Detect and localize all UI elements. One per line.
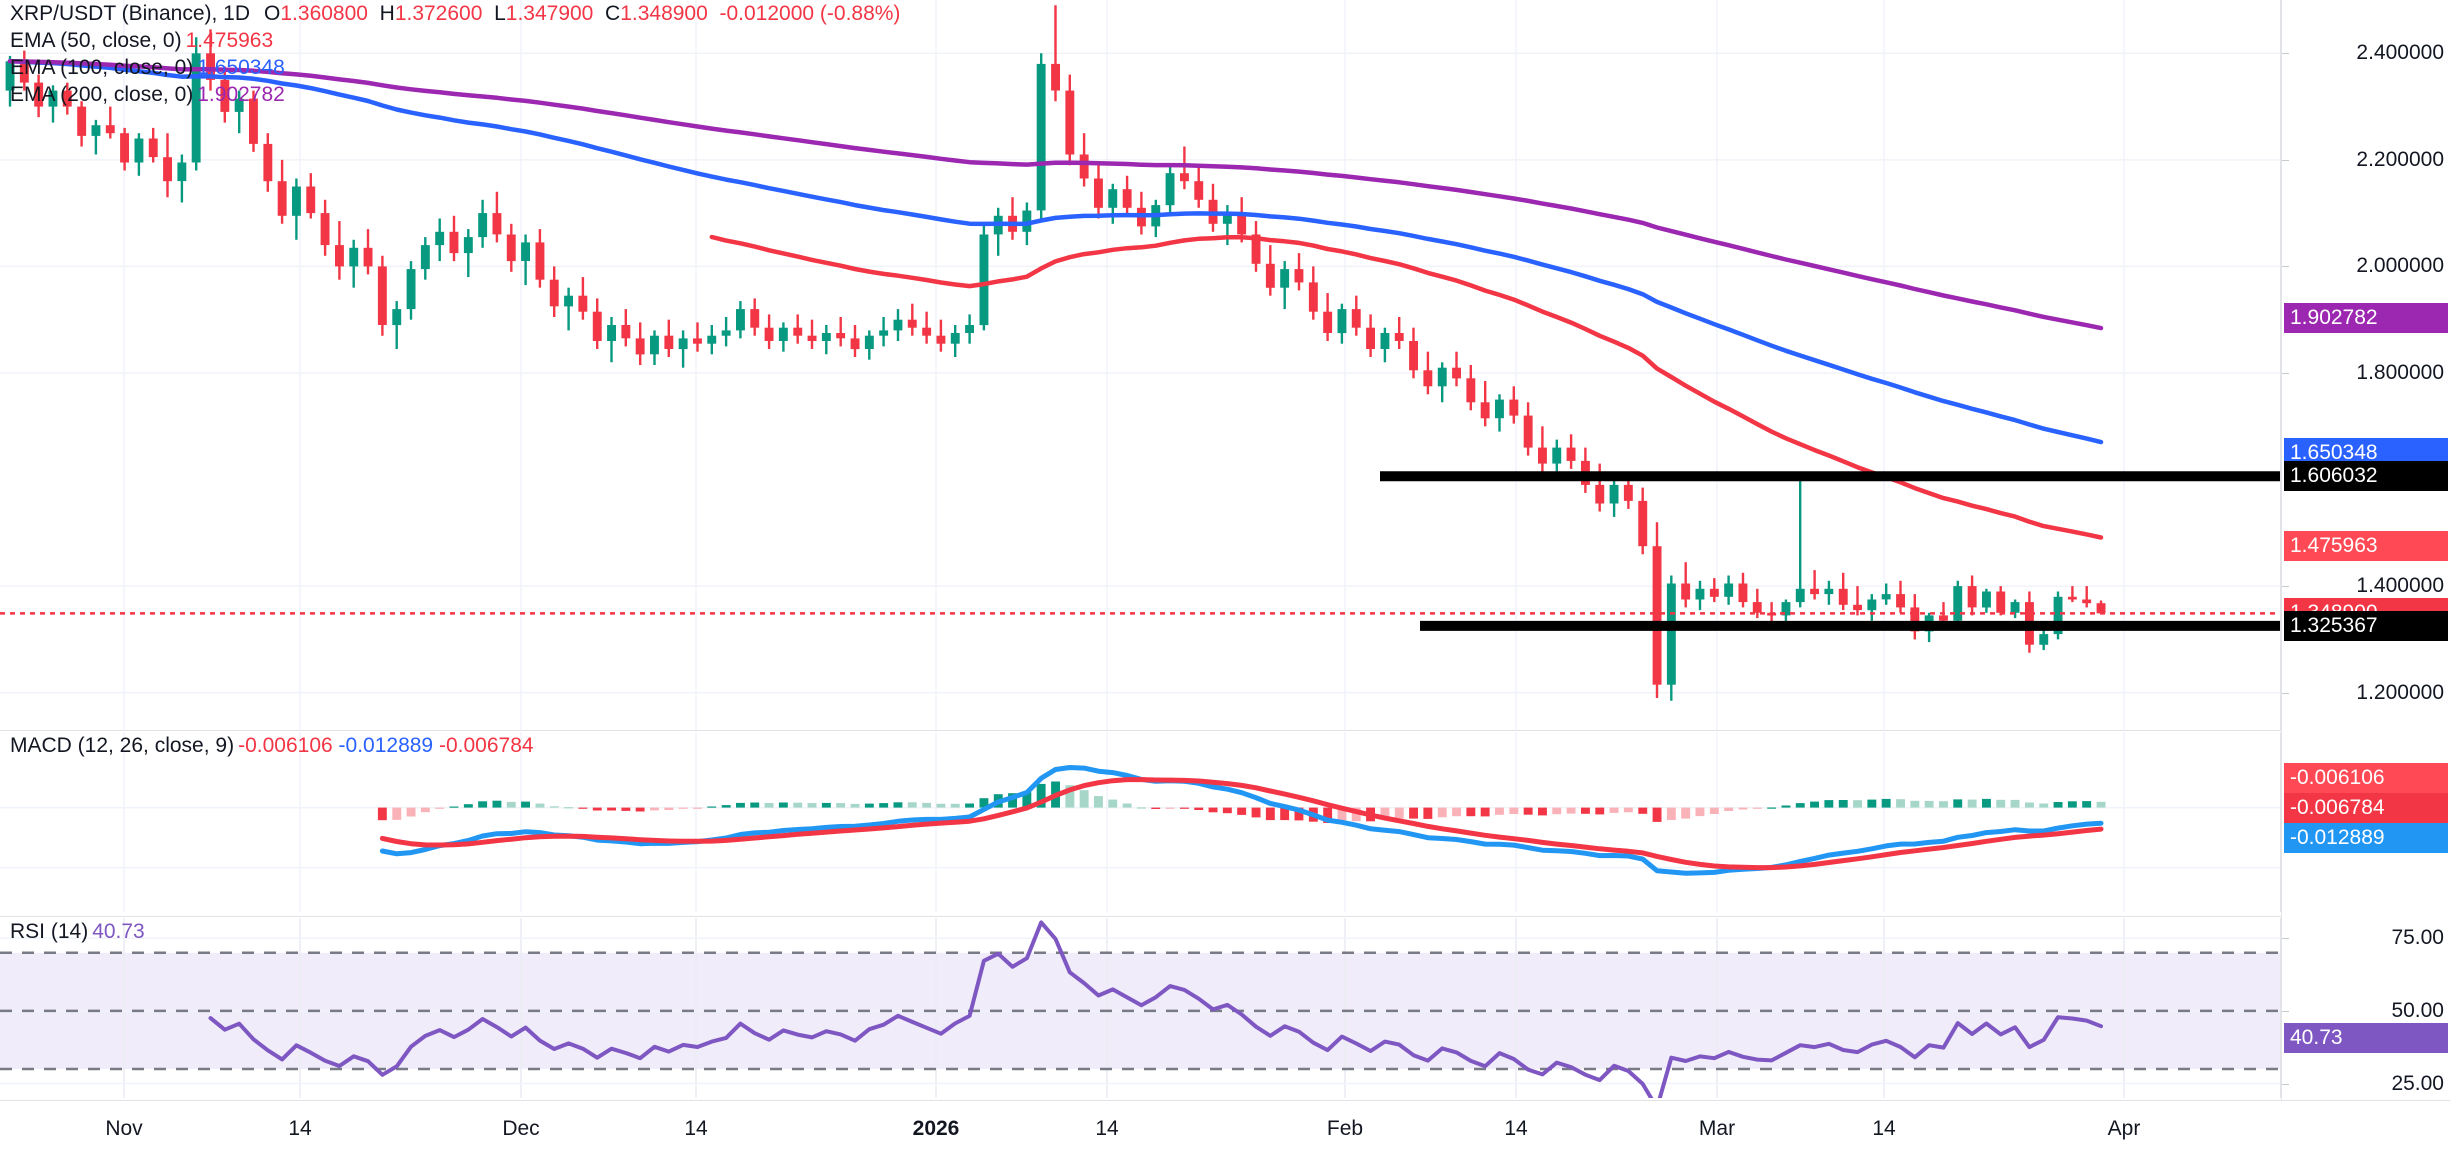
time-axis-label[interactable]: 14: [1504, 1117, 1528, 1140]
macd-panel[interactable]: -0.006106 -0.006784 -0.012889 MACD (12, 26…: [0, 732, 2450, 912]
rsi-tick-label: 75.00: [2391, 926, 2444, 950]
rsi-value-tag[interactable]: 40.73: [2284, 1022, 2448, 1053]
price-tick-label: 1.400000: [2356, 574, 2444, 598]
rsi-tick-mark: [2281, 938, 2289, 940]
macd-signal-tag[interactable]: -0.012889: [2284, 823, 2448, 853]
time-axis-label[interactable]: Dec: [502, 1117, 540, 1140]
price-tick-label: 2.200000: [2356, 147, 2444, 171]
time-axis-label[interactable]: Mar: [1698, 1117, 1736, 1140]
price-tick-mark: [2281, 692, 2289, 694]
rsi-plot[interactable]: [0, 918, 2281, 1098]
price-tick-mark: [2281, 53, 2289, 55]
time-axis[interactable]: Nov 14 Dec 14 2026 14 Feb 14 Mar 14 Apr: [0, 1100, 2450, 1157]
axis-vertical-divider: [2281, 0, 2282, 1100]
time-axis-label[interactable]: 14: [1872, 1117, 1896, 1140]
price-panel[interactable]: 2.400000 2.200000 2.000000 1.800000 1.400000…: [0, 0, 2450, 730]
rsi-tick-label: 25.00: [2391, 1071, 2444, 1095]
price-tick-mark: [2281, 159, 2289, 161]
price-tick-mark: [2281, 373, 2289, 374]
rsi-tick-mark: [2281, 1010, 2289, 1012]
macd-axis[interactable]: -0.006106 -0.006784 -0.012889: [2280, 732, 2450, 912]
macd-line-tag[interactable]: -0.006784: [2284, 793, 2448, 823]
price-tick-label: 1.800000: [2356, 361, 2444, 384]
price-axis[interactable]: 2.400000 2.200000 2.000000 1.800000 1.400000…: [2280, 0, 2450, 730]
time-axis-label[interactable]: 14: [288, 1117, 312, 1140]
macd-rsi-divider: [0, 916, 2281, 917]
time-axis-label[interactable]: 2026: [912, 1117, 960, 1140]
price-tick-mark: [2281, 266, 2289, 268]
support-tag[interactable]: 1.325367: [2284, 610, 2448, 641]
price-tick-label: 2.000000: [2356, 254, 2444, 278]
ema50-tag[interactable]: 1.475963: [2284, 530, 2448, 561]
ema200-tag[interactable]: 1.902782: [2284, 303, 2448, 334]
resistance-tag[interactable]: 1.606032: [2284, 461, 2448, 492]
price-tick-label: 2.400000: [2356, 41, 2444, 65]
time-axis-label[interactable]: 14: [684, 1117, 708, 1140]
macd-plot[interactable]: [0, 732, 2281, 912]
rsi-svg: [0, 918, 2281, 1098]
time-axis-label[interactable]: 14: [1095, 1117, 1119, 1140]
time-axis-label[interactable]: Apr: [2107, 1117, 2141, 1140]
price-plot[interactable]: [0, 0, 2281, 730]
time-axis-label[interactable]: Nov: [105, 1117, 143, 1140]
rsi-axis[interactable]: 75.00 50.00 25.00 40.73: [2280, 918, 2450, 1098]
price-svg: [0, 0, 2281, 730]
rsi-panel[interactable]: 75.00 50.00 25.00 40.73 RSI (14) 40.73: [0, 918, 2450, 1098]
rsi-tick-mark: [2281, 1083, 2289, 1085]
price-tick-mark: [2281, 586, 2289, 588]
rsi-tick-label: 50.00: [2391, 998, 2444, 1022]
price-tick-label: 1.200000: [2356, 680, 2444, 704]
price-macd-divider: [0, 730, 2281, 731]
time-axis-label[interactable]: Feb: [1326, 1117, 1364, 1140]
macd-hist-tag[interactable]: -0.006106: [2284, 763, 2448, 793]
macd-svg: [0, 732, 2281, 912]
